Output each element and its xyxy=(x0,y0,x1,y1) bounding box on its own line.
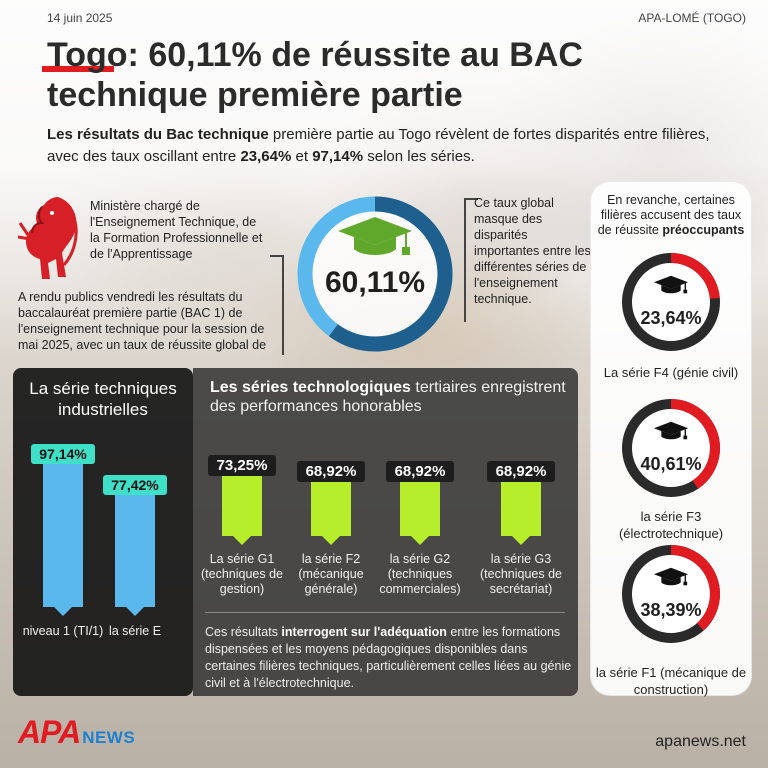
connector-line-right-tick xyxy=(464,198,478,200)
concerning-label: la série F3 (électrotechnique) xyxy=(618,509,724,541)
intro-bold: Les résultats du Bac technique xyxy=(47,126,269,143)
bar-tip xyxy=(233,536,251,545)
tertiary-bar xyxy=(222,469,262,536)
page-title: Togo: 60,11% de réussite au BAC techniqu… xyxy=(47,36,583,114)
intro-low-rate: 23,64% xyxy=(240,148,292,165)
concerning-ring xyxy=(619,396,723,500)
tertiary-bar-category: la série G2 (techniques commerciales) xyxy=(379,552,461,596)
tertiary-bar-value: 68,92% xyxy=(297,460,365,482)
lion-emblem-icon xyxy=(17,193,82,285)
tertiary-title-rest: tertiaires enregistrent des performances… xyxy=(210,379,566,415)
panel-separator xyxy=(205,612,565,613)
global-rate-note: Ce taux global masque des disparités imp… xyxy=(474,196,591,306)
intro-text-2: et xyxy=(291,148,313,165)
tertiary-bar-category: la série F2 (mécanique générale) xyxy=(298,552,364,596)
graduation-cap-icon xyxy=(619,274,723,301)
tertiary-bar-value: 68,92% xyxy=(386,460,454,482)
website-link[interactable]: apanews.net xyxy=(655,733,746,750)
concerning-value: 38,39% xyxy=(640,600,702,620)
tertiary-bar xyxy=(400,474,440,536)
global-rate-donut xyxy=(297,196,453,352)
industrial-bar-category: niveau 1 (TI/1) xyxy=(22,624,104,638)
tertiary-title-bold: Les séries technologiques xyxy=(210,379,411,396)
intro-high-rate: 97,14% xyxy=(312,148,364,165)
source-dateline: APA-LOMÉ (TOGO) xyxy=(638,11,746,25)
tertiary-bar xyxy=(501,474,541,536)
publication-date: 14 juin 2025 xyxy=(47,11,113,25)
connector-line-left xyxy=(282,255,284,355)
tertiary-bar-category: La série G1 (techniques de gestion) xyxy=(200,552,283,596)
industrial-bar xyxy=(43,453,83,607)
logo-apa: APA xyxy=(18,714,81,750)
concerning-intro: En revanche, certaines filières accusent… xyxy=(596,193,746,238)
tertiary-bar-category: la série G3 (techniques de secrétariat) xyxy=(479,552,562,596)
tertiary-panel-title: Les séries technologiques tertiaires enr… xyxy=(210,378,570,416)
concerning-intro-text: En revanche, certaines filières accusent… xyxy=(597,193,742,237)
concerning-value: 23,64% xyxy=(640,308,702,328)
logo-news: NEWS xyxy=(82,728,136,747)
intro-text-3: selon les séries. xyxy=(363,148,475,165)
bar-tip xyxy=(54,607,72,616)
apanews-logo[interactable]: APA NEWS xyxy=(18,714,135,751)
tertiary-bar xyxy=(311,474,351,536)
announcement-text: A rendu publics vendredi les résultats d… xyxy=(18,290,267,352)
conclusion-pre: Ces résultats xyxy=(205,625,282,639)
concerning-label: La série F4 (génie civil) xyxy=(603,365,739,380)
concerning-ring xyxy=(619,542,723,646)
concerning-intro-bold: préoccupants xyxy=(662,223,745,237)
graduation-cap-icon xyxy=(619,420,723,447)
industrial-bar-value: 97,14% xyxy=(31,443,95,464)
graduation-cap-icon xyxy=(619,566,723,593)
intro-text-1: première partie au Togo révèlent de fort… xyxy=(47,126,710,165)
bar-tip xyxy=(322,536,340,545)
global-rate-arc xyxy=(297,196,453,352)
connector-line-right xyxy=(464,198,466,322)
title-accent-bar xyxy=(42,66,114,72)
bar-tip xyxy=(126,607,144,616)
concerning-value: 40,61% xyxy=(640,454,702,474)
ministry-name: Ministère chargé de l'Enseignement Techn… xyxy=(90,199,263,261)
industrial-bar-category: la série E xyxy=(108,624,162,638)
graduation-cap-icon xyxy=(336,215,414,264)
global-rate-value: 60,11% xyxy=(324,266,426,299)
industrial-panel-title: La série techniques industrielles xyxy=(29,379,177,419)
tertiary-bar-value: 68,92% xyxy=(487,460,555,482)
intro-paragraph: Les résultats du Bac technique première … xyxy=(47,124,737,168)
bar-tip xyxy=(411,536,429,545)
connector-line-left-tick xyxy=(270,255,284,257)
bar-tip xyxy=(512,536,530,545)
concerning-label: la série F1 (mécanique de construction) xyxy=(595,665,747,697)
tertiary-bar-value: 73,25% xyxy=(208,455,276,477)
conclusion-text: Ces résultats interrogent sur l'adéquati… xyxy=(205,624,575,692)
industrial-bar-value: 77,42% xyxy=(103,474,167,495)
industrial-bar xyxy=(115,484,155,607)
conclusion-post: entre les formations dispensées et les m… xyxy=(205,625,572,690)
concerning-ring xyxy=(619,250,723,354)
conclusion-bold: interrogent sur l'adéquation xyxy=(281,625,447,639)
